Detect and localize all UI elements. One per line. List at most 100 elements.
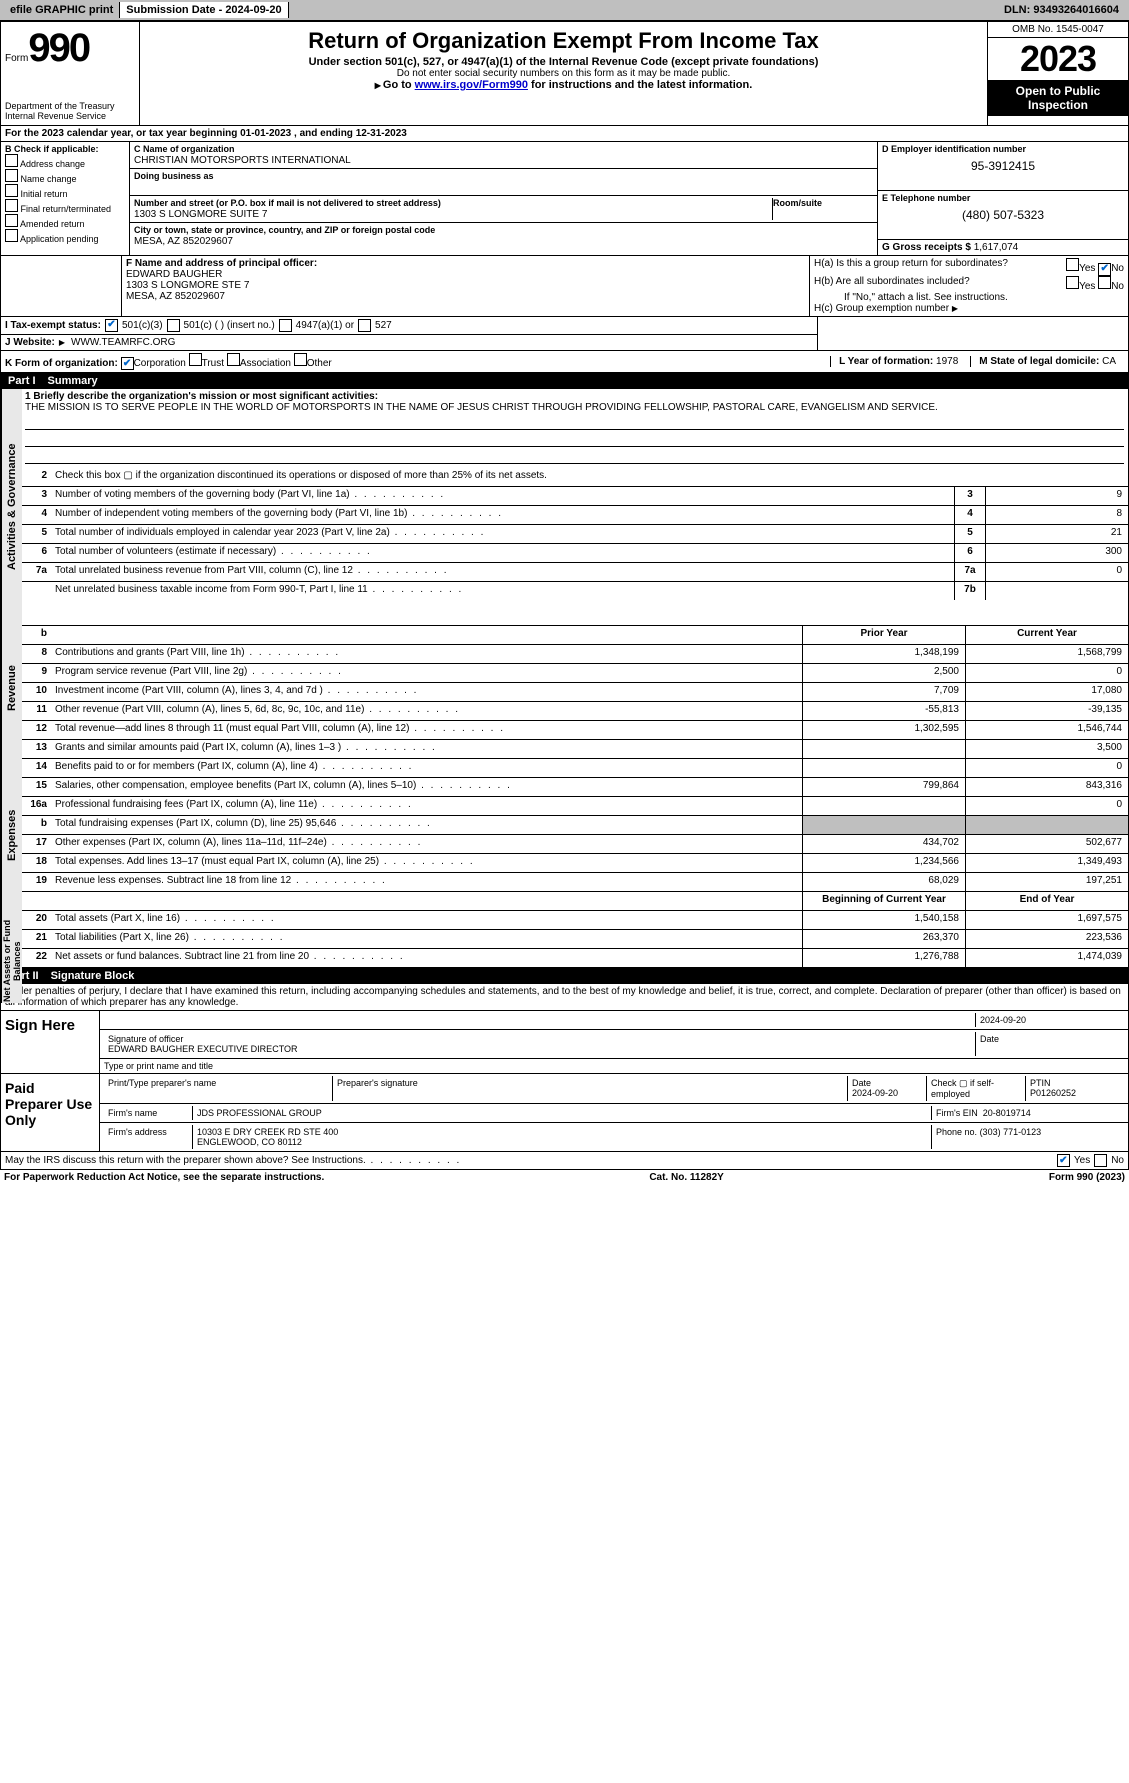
revenue-row: 10Investment income (Part VIII, column (…: [21, 683, 1128, 702]
hb-yes-checkbox[interactable]: [1066, 276, 1079, 289]
gov-row: 6Total number of volunteers (estimate if…: [21, 544, 1128, 563]
expense-row: bTotal fundraising expenses (Part IX, co…: [21, 816, 1128, 835]
tab-netassets: Net Assets or Fund Balances: [1, 919, 22, 1003]
arrow-icon: [952, 303, 960, 314]
form-header: Form990 Department of the Treasury Inter…: [0, 21, 1129, 126]
box-deg: D Employer identification number95-39124…: [878, 142, 1128, 255]
part2-header: Part II Signature Block: [0, 968, 1129, 984]
line-a: For the 2023 calendar year, or tax year …: [0, 126, 1129, 142]
revenue-row: 12Total revenue—add lines 8 through 11 (…: [21, 721, 1128, 739]
website: WWW.TEAMRFC.ORG: [71, 337, 175, 348]
other-checkbox[interactable]: [294, 353, 307, 366]
box-b-option: Address change: [5, 154, 125, 169]
org-name: CHRISTIAN MOTORSPORTS INTERNATIONAL: [134, 155, 351, 166]
4947-checkbox[interactable]: [279, 319, 292, 332]
phone: (480) 507-5323: [882, 208, 1124, 222]
assoc-checkbox[interactable]: [227, 353, 240, 366]
gov-row: 7aTotal unrelated business revenue from …: [21, 563, 1128, 582]
omb-number: OMB No. 1545-0047: [988, 22, 1128, 38]
irs-link[interactable]: www.irs.gov/Form990: [415, 79, 528, 91]
discuss-yes-checkbox[interactable]: [1057, 1154, 1070, 1167]
firm-name: JDS PROFESSIONAL GROUP: [193, 1106, 932, 1120]
revenue-row: 8Contributions and grants (Part VIII, li…: [21, 645, 1128, 664]
527-checkbox[interactable]: [358, 319, 371, 332]
box-f: F Name and address of principal officer:…: [122, 256, 810, 316]
hb-no-checkbox[interactable]: [1098, 276, 1111, 289]
boxes-bcdeg: B Check if applicable: Address change Na…: [0, 142, 1129, 256]
signature-block: Sign Here 2024-09-20 Signature of office…: [0, 1011, 1129, 1152]
efile-label[interactable]: efile GRAPHIC print: [4, 2, 120, 18]
mission-text: THE MISSION IS TO SERVE PEOPLE IN THE WO…: [25, 402, 938, 413]
expense-row: 19Revenue less expenses. Subtract line 1…: [21, 873, 1128, 891]
domicile-state: CA: [1102, 356, 1116, 367]
box-b-option: Amended return: [5, 214, 125, 229]
gov-row: 3Number of voting members of the governi…: [21, 487, 1128, 506]
city-state-zip: MESA, AZ 852029607: [134, 236, 233, 247]
prep-date: 2024-09-20: [852, 1088, 898, 1098]
row-j: J Website: WWW.TEAMRFC.ORG: [0, 335, 818, 351]
box-b: B Check if applicable: Address change Na…: [1, 142, 130, 255]
net-header-row: Beginning of Current YearEnd of Year: [21, 892, 1128, 911]
firm-addr1: 10303 E DRY CREEK RD STE 400: [197, 1127, 338, 1137]
row-i: I Tax-exempt status: 501(c)(3) 501(c) ( …: [0, 317, 818, 335]
mission-block: 1 Briefly describe the organization's mi…: [21, 389, 1128, 468]
box-b-option: Name change: [5, 169, 125, 184]
ein: 95-3912415: [882, 159, 1124, 173]
netassets-row: 22Net assets or fund balances. Subtract …: [21, 949, 1128, 967]
tab-revenue: Revenue: [1, 625, 22, 751]
tab-governance: Activities & Governance: [1, 389, 22, 625]
firm-addr2: ENGLEWOOD, CO 80112: [197, 1137, 302, 1147]
expense-row: 17Other expenses (Part IX, column (A), l…: [21, 835, 1128, 854]
trust-checkbox[interactable]: [189, 353, 202, 366]
box-b-option: Initial return: [5, 184, 125, 199]
gov-row: 4Number of independent voting members of…: [21, 506, 1128, 525]
ha-no-checkbox[interactable]: [1098, 263, 1111, 276]
corp-checkbox[interactable]: [121, 357, 134, 370]
expense-row: 18Total expenses. Add lines 13–17 (must …: [21, 854, 1128, 873]
revenue-row: 9Program service revenue (Part VIII, lin…: [21, 664, 1128, 683]
arrow-icon: [375, 79, 383, 91]
discuss-row: May the IRS discuss this return with the…: [0, 1152, 1129, 1170]
revenue-row: 11Other revenue (Part VIII, column (A), …: [21, 702, 1128, 721]
box-b-option: Final return/terminated: [5, 199, 125, 214]
expense-row: 13Grants and similar amounts paid (Part …: [21, 740, 1128, 759]
firm-ein: 20-8019714: [983, 1108, 1031, 1118]
summary-table: Activities & Governance 1 Briefly descri…: [0, 389, 1129, 968]
arrow-icon: [59, 337, 67, 348]
expense-row: 16aProfessional fundraising fees (Part I…: [21, 797, 1128, 816]
officer-sig: EDWARD BAUGHER EXECUTIVE DIRECTOR: [108, 1044, 298, 1054]
dln: DLN: 93493264016604: [998, 2, 1125, 18]
firm-phone: (303) 771-0123: [980, 1127, 1042, 1137]
penalties-statement: Under penalties of perjury, I declare th…: [0, 984, 1129, 1011]
year-block: OMB No. 1545-0047 2023 Open to Public In…: [988, 22, 1128, 125]
officer-name: EDWARD BAUGHER: [126, 269, 222, 280]
501c3-checkbox[interactable]: [105, 319, 118, 332]
title-block: Return of Organization Exempt From Incom…: [140, 22, 988, 125]
open-to-public: Open to Public Inspection: [988, 80, 1128, 116]
ptin: P01260252: [1030, 1088, 1076, 1098]
sign-date: 2024-09-20: [976, 1013, 1124, 1027]
ha-yes-checkbox[interactable]: [1066, 258, 1079, 271]
discuss-no-checkbox[interactable]: [1094, 1154, 1107, 1167]
paid-preparer-label: Paid Preparer Use Only: [1, 1074, 100, 1151]
501c-checkbox[interactable]: [167, 319, 180, 332]
page-footer: For Paperwork Reduction Act Notice, see …: [0, 1170, 1129, 1185]
gov-row: 5Total number of individuals employed in…: [21, 525, 1128, 544]
form-number-block: Form990 Department of the Treasury Inter…: [1, 22, 140, 125]
boxes-fh: F Name and address of principal officer:…: [0, 256, 1129, 317]
expense-row: 15Salaries, other compensation, employee…: [21, 778, 1128, 797]
box-b-option: Application pending: [5, 229, 125, 244]
gross-receipts: 1,617,074: [974, 242, 1019, 253]
sign-here-label: Sign Here: [1, 1011, 100, 1073]
box-h: H(a) Is this a group return for subordin…: [810, 256, 1128, 316]
form-title: Return of Organization Exempt From Incom…: [146, 28, 981, 54]
netassets-row: 21Total liabilities (Part X, line 26)263…: [21, 930, 1128, 949]
rev-header-row: bPrior YearCurrent Year: [21, 626, 1128, 645]
year-formation: 1978: [936, 356, 958, 367]
part1-header: Part I Summary: [0, 373, 1129, 389]
tax-year: 2023: [988, 38, 1128, 80]
submission-date: Submission Date - 2024-09-20: [120, 2, 288, 18]
expense-row: 14Benefits paid to or for members (Part …: [21, 759, 1128, 778]
cat-no: Cat. No. 11282Y: [649, 1172, 723, 1183]
department: Department of the Treasury Internal Reve…: [5, 101, 135, 121]
